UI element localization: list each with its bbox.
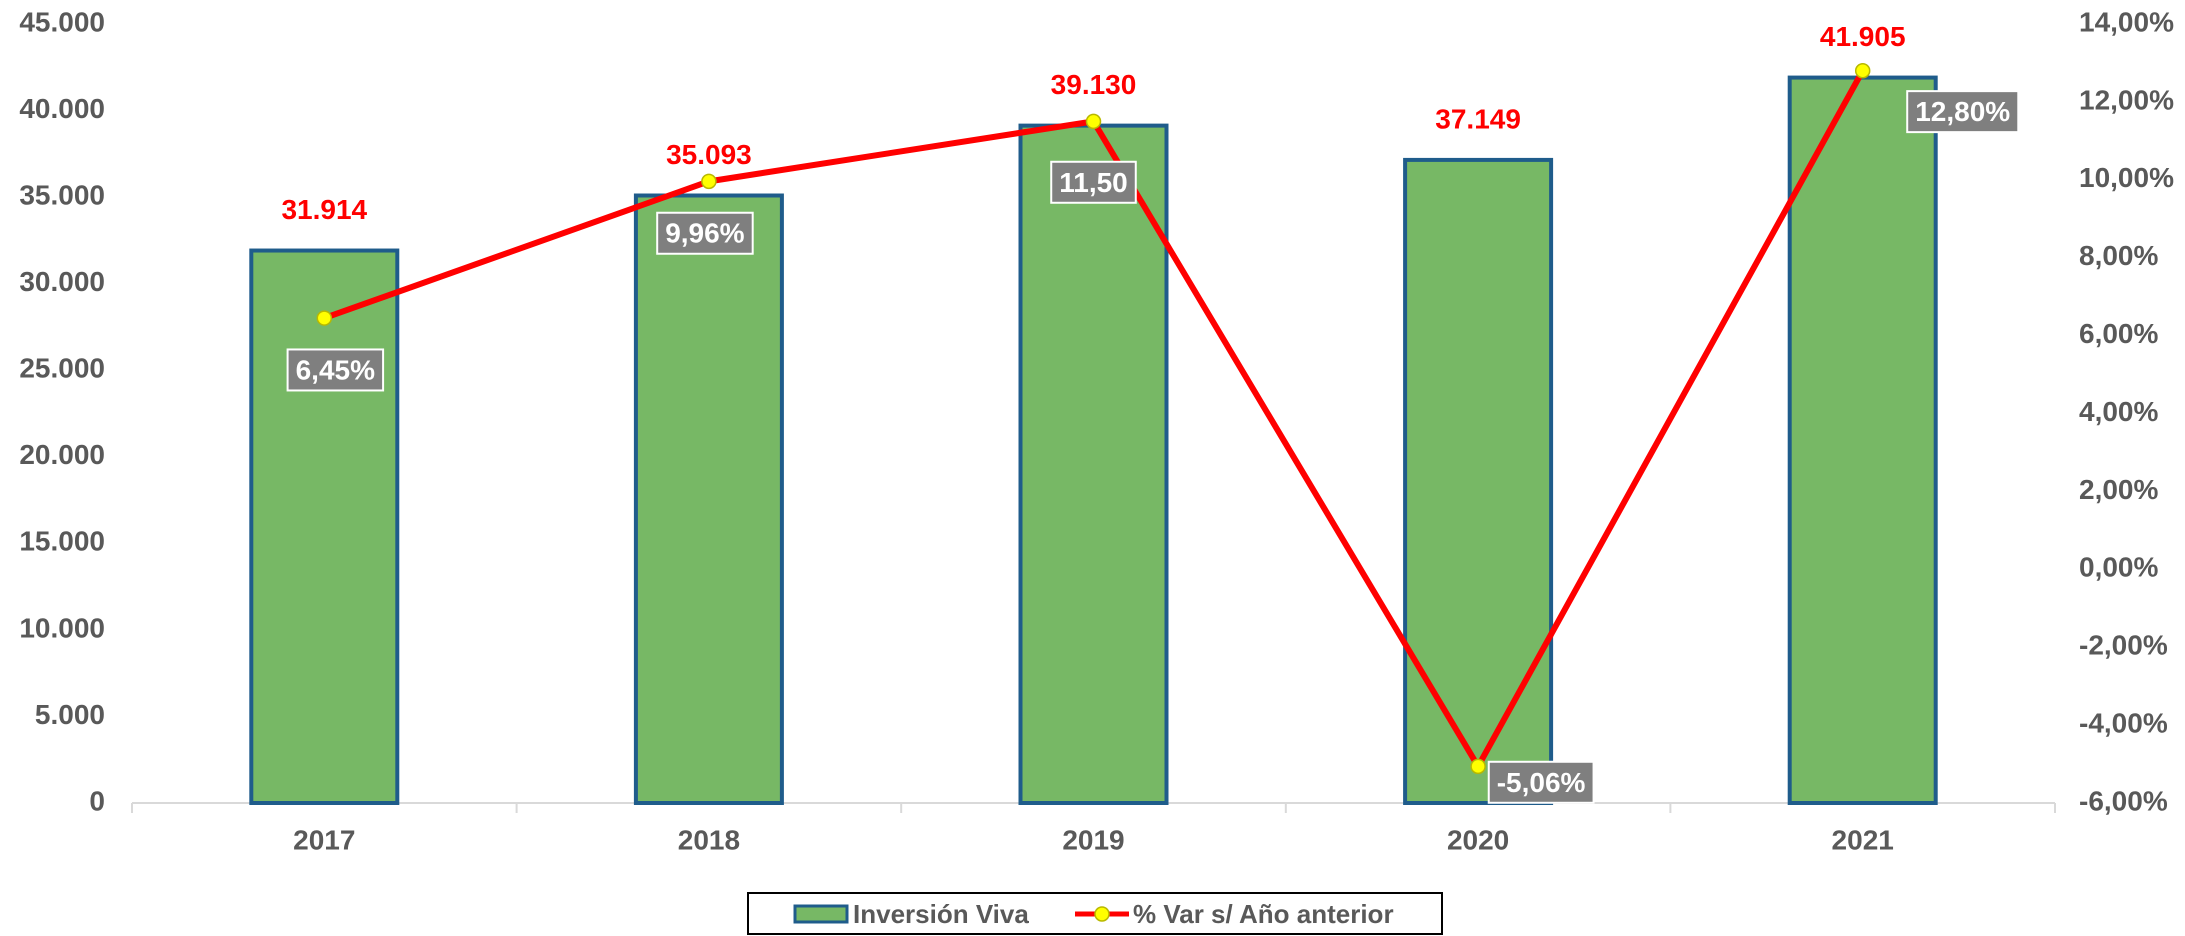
bar-value-label: 35.093 bbox=[666, 139, 752, 170]
bar bbox=[1403, 157, 1554, 805]
y2-tick-label: 6,00% bbox=[2079, 318, 2158, 349]
bar-value-label: 37.149 bbox=[1435, 103, 1521, 134]
legend-swatch bbox=[793, 904, 849, 924]
y-tick-label: 20.000 bbox=[19, 439, 105, 470]
point-label: 9,96% bbox=[656, 211, 754, 255]
point-label-box bbox=[1906, 90, 2020, 134]
bar-value-label: 31.914 bbox=[281, 194, 367, 225]
y-tick-label: 40.000 bbox=[19, 93, 105, 124]
point-label: 12,80% bbox=[1906, 90, 2020, 134]
point-label: 6,45% bbox=[286, 348, 385, 392]
point-label-box bbox=[1487, 760, 1595, 804]
y2-tick-label: 2,00% bbox=[2079, 474, 2158, 505]
bar bbox=[633, 193, 784, 806]
bar-value-label: 39.130 bbox=[1051, 69, 1137, 100]
bar bbox=[249, 248, 400, 805]
line-marker bbox=[1854, 62, 1871, 79]
x-tick-label: 2019 bbox=[1062, 824, 1124, 855]
x-tick-label: 2020 bbox=[1447, 824, 1509, 855]
x-tick-label: 2021 bbox=[1832, 824, 1894, 855]
point-label-text: -5,06% bbox=[1497, 767, 1586, 798]
y2-tick-label: 8,00% bbox=[2079, 240, 2158, 271]
point-label-box bbox=[656, 211, 754, 255]
line-marker bbox=[1470, 758, 1486, 775]
x-tick-label: 2018 bbox=[678, 824, 740, 855]
y-tick-label: 30.000 bbox=[19, 266, 105, 297]
point-label-text: 6,45% bbox=[296, 354, 375, 385]
legend-marker bbox=[1094, 906, 1110, 922]
line-marker bbox=[1085, 113, 1102, 130]
y2-tick-label: 12,00% bbox=[2079, 84, 2174, 115]
y-tick-label: 10.000 bbox=[19, 612, 105, 643]
y2-tick-label: -6,00% bbox=[2079, 785, 2168, 816]
point-label-text: 12,80% bbox=[1915, 96, 2010, 127]
point-label-text: 11,50 bbox=[1059, 167, 1128, 198]
line-marker bbox=[316, 310, 333, 326]
point-label-box bbox=[1050, 160, 1137, 204]
y-tick-label: 35.000 bbox=[19, 180, 105, 211]
y-tick-label: 0 bbox=[89, 785, 105, 816]
point-label-text: 9,96% bbox=[665, 218, 744, 249]
y-tick-label: 45.000 bbox=[19, 6, 105, 37]
y2-tick-label: -4,00% bbox=[2079, 707, 2168, 738]
point-label: -5,06% bbox=[1487, 760, 1595, 804]
y-tick-label: 15.000 bbox=[19, 526, 105, 557]
point-label-box bbox=[286, 348, 385, 392]
y2-tick-label: 0,00% bbox=[2079, 552, 2158, 583]
bar bbox=[1787, 75, 1938, 806]
point-label: 11,50 bbox=[1050, 160, 1137, 204]
legend-label: Inversión Viva bbox=[853, 899, 1029, 929]
legend-label: % Var s/ Año anterior bbox=[1133, 899, 1394, 929]
line-marker bbox=[701, 173, 717, 190]
x-tick-label: 2017 bbox=[293, 824, 355, 855]
bar bbox=[1018, 123, 1169, 806]
y2-tick-label: 14,00% bbox=[2079, 6, 2174, 37]
y-tick-label: 25.000 bbox=[19, 353, 105, 384]
y2-tick-label: 4,00% bbox=[2079, 396, 2158, 427]
y2-tick-label: -2,00% bbox=[2079, 630, 2168, 661]
y2-tick-label: 10,00% bbox=[2079, 162, 2174, 193]
y-tick-label: 5.000 bbox=[35, 699, 105, 730]
bar-value-label: 41.905 bbox=[1820, 21, 1906, 52]
